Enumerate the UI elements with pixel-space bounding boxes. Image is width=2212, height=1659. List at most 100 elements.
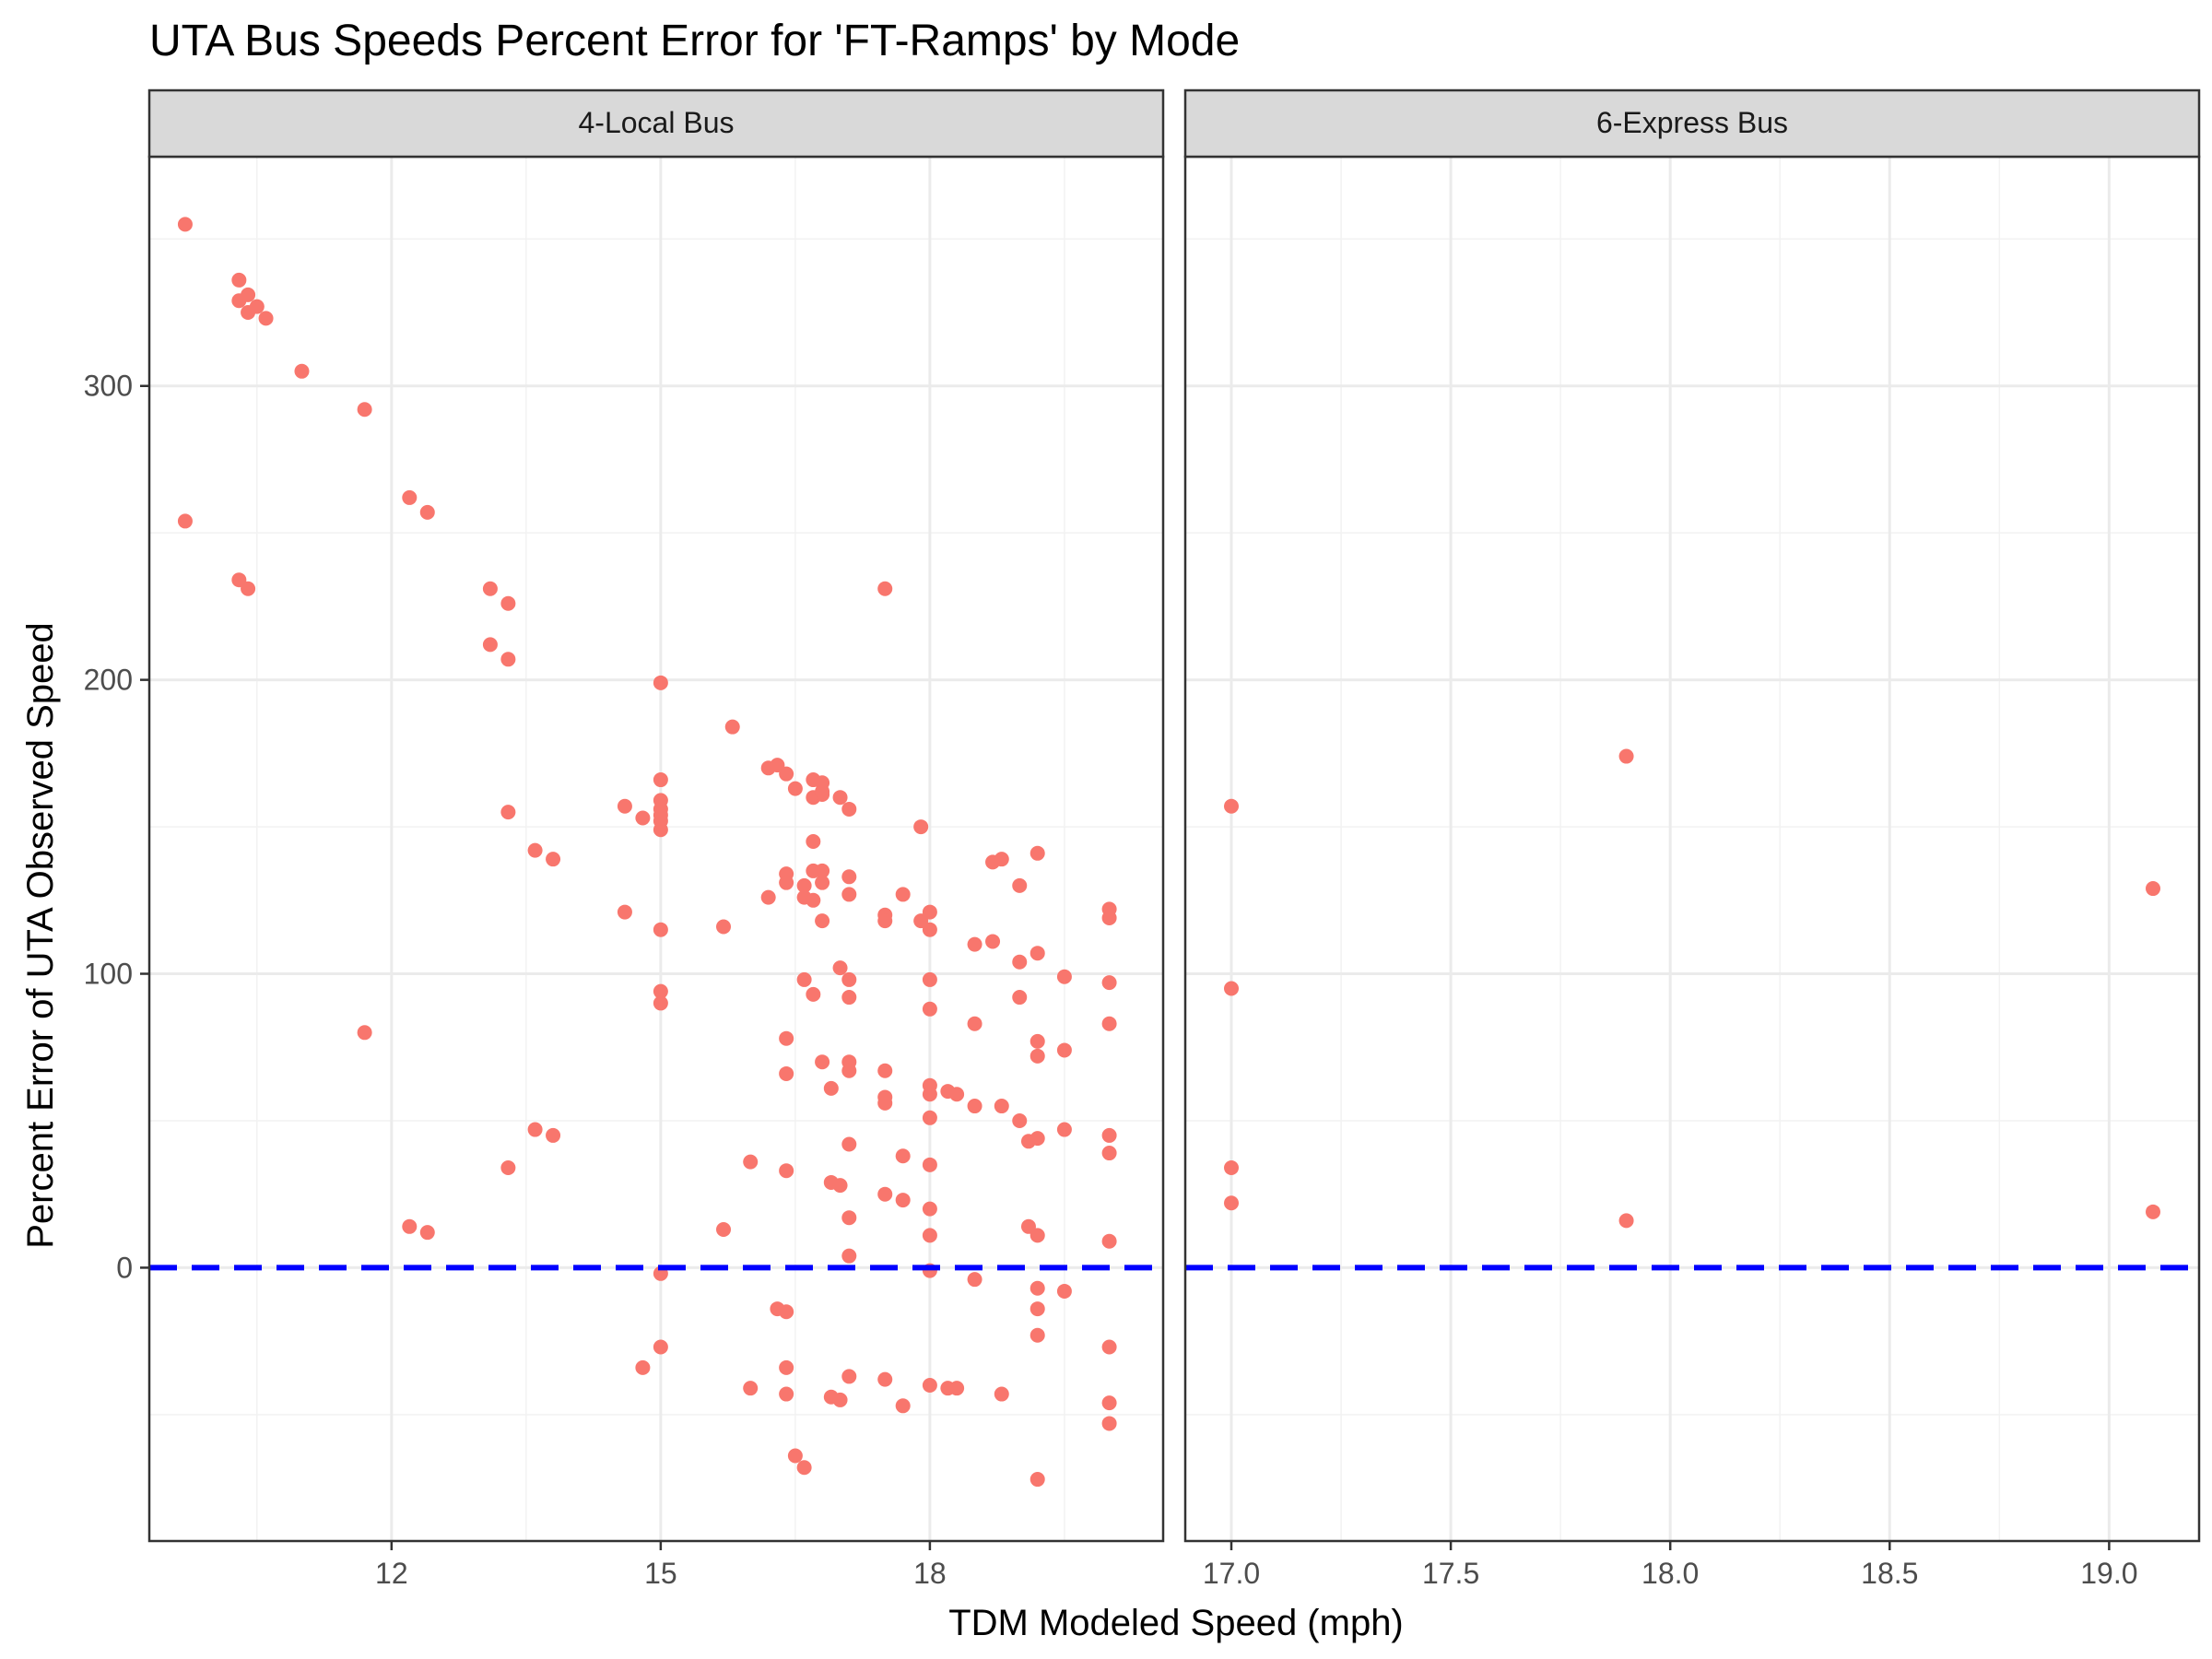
- data-point: [815, 775, 830, 791]
- data-point: [787, 1448, 803, 1464]
- data-point: [1056, 1283, 1072, 1299]
- data-point: [1030, 1472, 1045, 1488]
- data-point: [1224, 981, 1239, 996]
- data-point: [841, 1210, 857, 1226]
- data-point: [1101, 1127, 1117, 1143]
- data-point: [1030, 1131, 1045, 1147]
- data-point: [249, 299, 265, 314]
- data-point: [806, 834, 821, 850]
- data-point: [787, 781, 803, 796]
- data-point: [1101, 1016, 1117, 1031]
- data-point: [841, 887, 857, 902]
- data-point: [841, 1136, 857, 1152]
- data-point: [922, 1377, 937, 1393]
- x-tick-label: 17.5: [1422, 1557, 1479, 1590]
- data-point: [994, 1099, 1009, 1114]
- data-point: [653, 772, 668, 788]
- data-point: [419, 1225, 435, 1241]
- data-point: [2146, 881, 2160, 897]
- data-point: [922, 1087, 937, 1102]
- x-tick-label: 17.0: [1203, 1557, 1260, 1590]
- data-point: [895, 1148, 911, 1164]
- data-point: [482, 637, 498, 653]
- data-point: [635, 810, 651, 826]
- data-point: [1030, 1327, 1045, 1343]
- data-point: [877, 1371, 893, 1387]
- data-point: [653, 922, 668, 937]
- data-point: [1030, 1301, 1045, 1317]
- x-tick-label: 18.0: [1641, 1557, 1699, 1590]
- facet-strip-label: 4-Local Bus: [579, 106, 735, 139]
- data-point: [796, 877, 812, 893]
- data-point: [994, 1386, 1009, 1402]
- data-point: [653, 995, 668, 1011]
- data-point: [653, 1339, 668, 1355]
- data-point: [832, 1178, 848, 1194]
- facet-strip: [1183, 88, 2201, 159]
- y-tick-label: 100: [84, 958, 133, 991]
- data-point: [1056, 1042, 1072, 1058]
- x-tick-label: 18: [913, 1557, 947, 1590]
- data-point: [967, 1272, 982, 1288]
- chart-title: UTA Bus Speeds Percent Error for 'FT-Ram…: [149, 17, 1240, 65]
- data-point: [1056, 969, 1072, 984]
- data-point: [922, 971, 937, 987]
- data-point: [527, 1122, 543, 1137]
- data-point: [796, 1460, 812, 1476]
- panel-background: [1185, 157, 2199, 1541]
- data-point: [617, 798, 632, 814]
- data-point: [546, 852, 561, 867]
- data-point: [841, 1248, 857, 1264]
- data-point: [1224, 1160, 1239, 1176]
- data-point: [500, 805, 516, 820]
- data-point: [922, 1157, 937, 1172]
- data-point: [815, 875, 830, 890]
- data-point: [500, 1160, 516, 1176]
- data-point: [779, 1065, 794, 1081]
- facet-strip-label: 6-Express Bus: [1596, 106, 1788, 139]
- data-point: [832, 960, 848, 976]
- y-tick-label: 300: [84, 370, 133, 403]
- data-point: [841, 1063, 857, 1078]
- data-point: [258, 311, 274, 326]
- data-point: [724, 719, 740, 735]
- data-point: [877, 1186, 893, 1202]
- data-point: [985, 934, 1001, 949]
- data-point: [841, 971, 857, 987]
- data-point: [913, 819, 929, 835]
- data-point: [815, 863, 830, 878]
- data-point: [922, 922, 937, 937]
- data-point: [617, 904, 632, 920]
- data-point: [231, 272, 247, 288]
- data-point: [779, 1304, 794, 1320]
- data-point: [357, 1025, 372, 1041]
- data-point: [294, 363, 310, 379]
- data-point: [922, 1110, 937, 1125]
- data-point: [500, 652, 516, 667]
- panel-background: [149, 157, 1163, 1541]
- x-tick-label: 18.5: [1861, 1557, 1918, 1590]
- data-point: [241, 287, 256, 302]
- y-axis-title: Percent Error of UTA Observed Speed: [20, 622, 61, 1249]
- data-point: [653, 675, 668, 690]
- x-tick-label: 19.0: [2080, 1557, 2137, 1590]
- data-point: [779, 875, 794, 890]
- data-point: [653, 983, 668, 999]
- data-point: [841, 801, 857, 817]
- data-point: [832, 790, 848, 806]
- data-point: [716, 919, 732, 935]
- data-point: [500, 595, 516, 611]
- data-point: [241, 581, 256, 596]
- data-point: [815, 913, 830, 929]
- data-point: [994, 852, 1009, 867]
- data-point: [1012, 954, 1028, 970]
- data-point: [967, 1099, 982, 1114]
- data-point: [1012, 877, 1028, 893]
- data-point: [922, 1228, 937, 1243]
- data-point: [1101, 1416, 1117, 1431]
- data-point: [402, 489, 418, 505]
- data-point: [482, 581, 498, 596]
- data-point: [760, 889, 776, 905]
- data-point: [1618, 1213, 1634, 1229]
